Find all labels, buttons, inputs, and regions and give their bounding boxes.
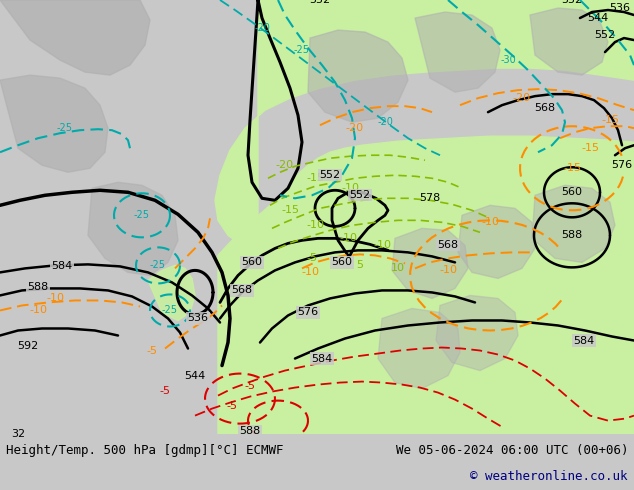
- Polygon shape: [530, 8, 608, 75]
- Polygon shape: [215, 0, 634, 255]
- Text: -10: -10: [339, 233, 357, 244]
- Text: -15: -15: [581, 143, 599, 153]
- Text: 32: 32: [11, 429, 25, 439]
- Polygon shape: [532, 185, 615, 262]
- Text: 568: 568: [437, 241, 458, 250]
- Text: -10: -10: [29, 305, 47, 316]
- Text: 552: 552: [320, 170, 340, 180]
- Text: -25: -25: [294, 45, 310, 55]
- Text: -15: -15: [306, 173, 324, 183]
- Text: -20: -20: [377, 117, 393, 127]
- Text: 576: 576: [297, 307, 318, 318]
- Text: 552: 552: [309, 0, 330, 5]
- Text: 560: 560: [242, 257, 262, 268]
- Text: -15: -15: [601, 115, 619, 125]
- Text: 584: 584: [51, 261, 73, 271]
- Text: -15: -15: [563, 163, 581, 173]
- Text: Height/Temp. 500 hPa [gdmp][°C] ECMWF: Height/Temp. 500 hPa [gdmp][°C] ECMWF: [6, 444, 283, 457]
- Text: 544: 544: [587, 13, 609, 23]
- Text: We 05-06-2024 06:00 UTC (00+06): We 05-06-2024 06:00 UTC (00+06): [396, 444, 628, 457]
- Polygon shape: [0, 75, 108, 172]
- Text: 578: 578: [419, 193, 441, 203]
- Text: 584: 584: [311, 354, 333, 364]
- Text: 576: 576: [611, 160, 633, 170]
- Text: -10: -10: [301, 268, 319, 277]
- Text: 588: 588: [240, 426, 261, 436]
- Text: -25: -25: [162, 305, 178, 316]
- Polygon shape: [88, 182, 178, 275]
- Text: 588: 588: [561, 230, 583, 241]
- Text: -20: -20: [276, 160, 294, 170]
- Text: 10: 10: [391, 264, 405, 273]
- Text: -10: -10: [439, 266, 457, 275]
- Text: -5: -5: [146, 345, 157, 356]
- Text: 544: 544: [184, 370, 205, 381]
- Text: 592: 592: [17, 341, 39, 350]
- Text: © weatheronline.co.uk: © weatheronline.co.uk: [470, 470, 628, 483]
- Text: 584: 584: [573, 336, 595, 345]
- Text: 588: 588: [27, 282, 49, 293]
- Text: -20: -20: [254, 23, 270, 33]
- Text: -10: -10: [341, 183, 359, 193]
- Text: 552: 552: [595, 30, 616, 40]
- Text: -15: -15: [281, 205, 299, 215]
- Text: -20: -20: [513, 93, 531, 103]
- Polygon shape: [218, 136, 634, 434]
- Text: -5: -5: [226, 401, 238, 411]
- Text: 536: 536: [609, 3, 630, 13]
- Text: -10: -10: [373, 241, 391, 250]
- Text: -25: -25: [57, 123, 73, 133]
- Text: 552: 552: [349, 190, 370, 200]
- Text: -10: -10: [481, 218, 499, 227]
- Polygon shape: [0, 0, 150, 75]
- Text: 560: 560: [562, 187, 583, 197]
- Polygon shape: [148, 266, 195, 320]
- Text: -5: -5: [245, 381, 256, 391]
- Text: 568: 568: [231, 286, 252, 295]
- Text: 552: 552: [562, 0, 583, 5]
- Text: -25: -25: [134, 210, 150, 221]
- Polygon shape: [458, 205, 535, 278]
- Polygon shape: [436, 295, 518, 370]
- Text: -5: -5: [160, 386, 171, 395]
- Text: -5: -5: [306, 253, 318, 264]
- Text: 560: 560: [332, 257, 353, 268]
- Polygon shape: [415, 12, 500, 92]
- Text: 536: 536: [188, 314, 209, 323]
- Polygon shape: [392, 228, 468, 298]
- Text: -25: -25: [150, 260, 166, 270]
- Text: 568: 568: [534, 103, 555, 113]
- Text: -10: -10: [46, 294, 64, 303]
- Text: -30: -30: [500, 55, 516, 65]
- Polygon shape: [308, 30, 408, 122]
- Text: -10: -10: [306, 220, 324, 230]
- Polygon shape: [378, 309, 460, 389]
- Text: -20: -20: [346, 123, 364, 133]
- Text: 5: 5: [356, 260, 363, 270]
